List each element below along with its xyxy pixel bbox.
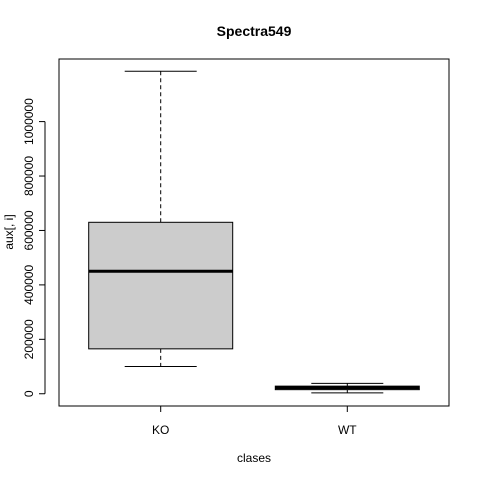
x-tick-label: WT bbox=[338, 423, 357, 437]
y-tick-label: 800000 bbox=[22, 156, 36, 196]
y-tick-label: 400000 bbox=[22, 265, 36, 305]
x-axis: KO WT bbox=[152, 405, 357, 437]
y-axis: 0 200000 400000 600000 800000 1000000 bbox=[22, 98, 46, 397]
y-tick-label: 0 bbox=[22, 390, 36, 397]
y-tick-label: 600000 bbox=[22, 210, 36, 250]
boxes bbox=[88, 70, 420, 394]
y-tick-label: 1000000 bbox=[22, 98, 36, 145]
x-axis-label: clases bbox=[237, 451, 271, 465]
iqr-box bbox=[88, 221, 234, 350]
box-wt bbox=[274, 382, 420, 394]
y-tick-label: 200000 bbox=[22, 319, 36, 359]
box-ko bbox=[88, 70, 234, 368]
x-tick-label: KO bbox=[152, 423, 169, 437]
y-axis-label: aux[, i] bbox=[2, 214, 16, 249]
chart-title: Spectra549 bbox=[217, 23, 292, 39]
